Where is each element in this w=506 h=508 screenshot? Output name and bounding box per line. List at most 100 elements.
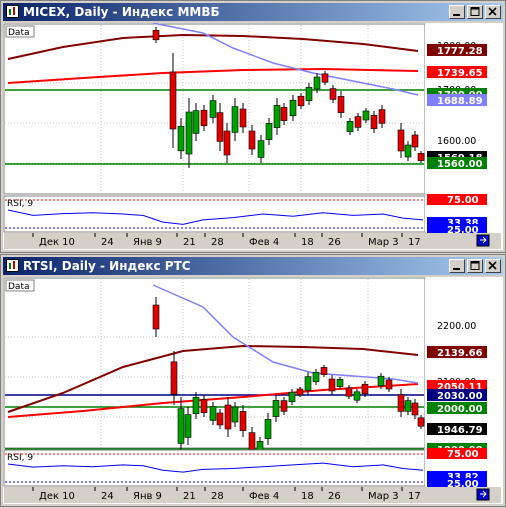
close-button[interactable] (485, 5, 501, 19)
chart-window-icon[interactable] (6, 5, 19, 18)
moving-average-long[interactable] (7, 33, 419, 60)
candle[interactable] (248, 130, 256, 150)
candle[interactable] (257, 140, 265, 158)
rtsi-title-bar[interactable]: RTSI, Daily - Индекс РТС (3, 257, 503, 275)
candle[interactable] (397, 129, 405, 152)
rtsi-chart-svg[interactable]: Data2200.002100.002139.662050.112030.002… (3, 277, 503, 504)
candle[interactable] (417, 417, 425, 427)
rsi-value-label: 75.00 (447, 449, 479, 460)
candle[interactable] (312, 371, 320, 383)
candle[interactable] (216, 112, 224, 142)
candle[interactable] (296, 388, 304, 396)
candle[interactable] (264, 419, 272, 439)
candle[interactable] (209, 100, 217, 118)
candle[interactable] (385, 379, 393, 390)
candle[interactable] (209, 406, 217, 421)
candle[interactable] (272, 400, 280, 417)
candle[interactable] (192, 110, 200, 134)
candle[interactable] (329, 88, 337, 100)
candle[interactable] (185, 111, 193, 155)
candle[interactable] (328, 378, 336, 392)
micex-chart-window[interactable]: MICEX, Daily - Индекс ММВБ Data1800.0017… (0, 0, 506, 253)
rsi-panel[interactable] (3, 449, 426, 487)
candle[interactable] (265, 123, 273, 140)
candle[interactable] (353, 391, 361, 401)
candle[interactable] (288, 391, 296, 403)
candle[interactable] (370, 115, 378, 129)
candle[interactable] (336, 379, 344, 387)
price-axis (425, 278, 501, 448)
candle[interactable] (346, 121, 354, 132)
candle[interactable] (280, 400, 288, 412)
candle[interactable] (231, 406, 239, 423)
rsi-label-box (427, 478, 487, 489)
candle[interactable] (223, 130, 231, 156)
candle[interactable] (192, 397, 200, 414)
rsi-line[interactable] (7, 209, 424, 225)
candle[interactable] (239, 411, 247, 431)
candle[interactable] (320, 367, 328, 375)
chart-window-icon[interactable] (6, 259, 19, 272)
minimize-button[interactable] (449, 259, 465, 273)
price-label: 2030.00 (437, 391, 483, 402)
maximize-button[interactable] (467, 5, 483, 19)
candle[interactable] (337, 96, 345, 113)
moving-average-mid[interactable] (7, 67, 419, 84)
candle[interactable] (200, 399, 208, 413)
candle[interactable] (377, 375, 385, 387)
candle[interactable] (411, 402, 419, 416)
candle[interactable] (177, 408, 185, 444)
candle[interactable] (200, 109, 208, 127)
rsi-line[interactable] (7, 462, 424, 473)
candle[interactable] (152, 29, 160, 41)
candle[interactable] (378, 109, 386, 124)
rtsi-chart-window[interactable]: RTSI, Daily - Индекс РТС Data2200.002100… (0, 254, 506, 507)
micex-chart-area[interactable]: Data1800.001700.001600.001777.281739.651… (3, 22, 503, 250)
price-label: 2139.66 (437, 348, 483, 359)
candle[interactable] (411, 134, 419, 148)
candle[interactable] (289, 99, 297, 117)
date-label: 17 (408, 237, 421, 248)
candle[interactable] (280, 107, 288, 121)
micex-chart-svg[interactable]: Data1800.001700.001600.001777.281739.651… (3, 22, 503, 250)
price-panel[interactable] (3, 277, 426, 449)
candle[interactable] (345, 387, 353, 397)
candle[interactable] (231, 106, 239, 133)
candle[interactable] (297, 95, 305, 107)
candle[interactable] (169, 71, 177, 130)
candle[interactable] (177, 125, 185, 152)
candle[interactable] (361, 383, 369, 395)
candle[interactable] (404, 400, 412, 412)
price-label-box (427, 346, 487, 358)
rsi-value-label: 25.00 (447, 479, 479, 490)
candle[interactable] (304, 376, 312, 391)
candle[interactable] (354, 116, 362, 128)
candle[interactable] (248, 432, 256, 450)
candle[interactable] (362, 110, 370, 121)
moving-average-short[interactable] (152, 284, 419, 384)
candle[interactable] (152, 304, 160, 330)
price-panel[interactable] (3, 23, 426, 195)
candle[interactable] (273, 105, 281, 128)
candle[interactable] (417, 153, 425, 161)
minimize-button[interactable] (449, 5, 465, 19)
rsi-panel[interactable] (3, 195, 426, 233)
candle[interactable] (397, 394, 405, 412)
candle[interactable] (321, 73, 329, 83)
rtsi-chart-area[interactable]: Data2200.002100.002139.662050.112030.002… (3, 277, 503, 504)
micex-title-bar[interactable]: MICEX, Daily - Индекс ММВБ (3, 3, 503, 21)
moving-average-long[interactable] (7, 344, 419, 413)
candle[interactable] (224, 404, 232, 430)
maximize-button[interactable] (467, 259, 483, 273)
candle[interactable] (216, 412, 224, 426)
candle[interactable] (313, 76, 321, 90)
close-button[interactable] (485, 259, 501, 273)
candle[interactable] (239, 108, 247, 128)
rsi-value-label: 25.00 (447, 225, 479, 236)
candle[interactable] (184, 414, 192, 438)
candle[interactable] (404, 144, 412, 158)
candle[interactable] (305, 87, 313, 101)
moving-average-short[interactable] (152, 22, 419, 96)
rsi-label-box (427, 194, 487, 205)
candle[interactable] (170, 361, 178, 395)
